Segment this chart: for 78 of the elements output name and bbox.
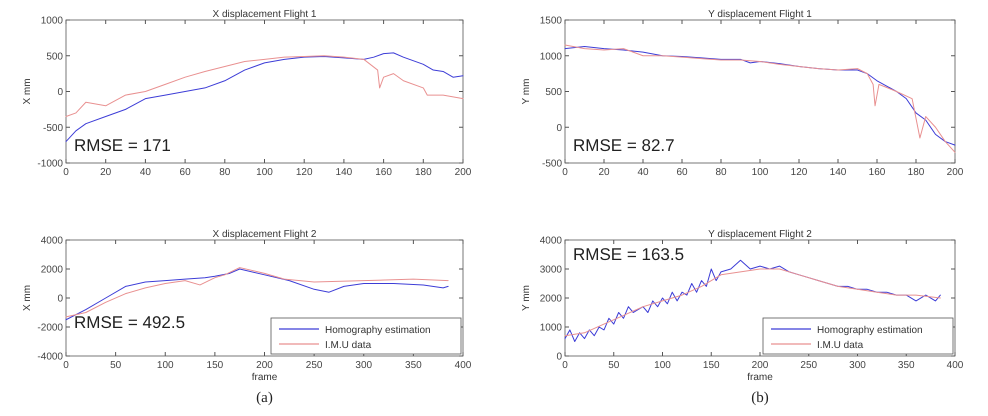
legend-label: Homography estimation	[817, 325, 923, 336]
x-tick-label: 80	[715, 167, 727, 178]
x-tick-label: 40	[140, 167, 152, 178]
x-tick-label: 100	[156, 360, 174, 371]
x-tick-label: 140	[830, 167, 847, 178]
y-tick-label: 2000	[40, 264, 64, 276]
y-tick-label: -2000	[37, 322, 64, 334]
y-tick-label: -500	[42, 122, 64, 134]
x-tick-label: 300	[849, 360, 866, 371]
y-tick-label: 1000	[540, 51, 562, 62]
x-tick-label: 400	[454, 360, 472, 371]
chart-title: X displacement Flight 1	[212, 9, 317, 20]
x-tick-label: 160	[375, 167, 392, 178]
x-tick-label: 100	[256, 167, 274, 178]
x-tick-label: 40	[637, 167, 649, 178]
y-tick-label: 4000	[40, 236, 64, 246]
y-tick-label: 4000	[540, 236, 562, 246]
chart-title: Y displacement Flight 2	[708, 229, 812, 240]
x-tick-label: 60	[676, 167, 688, 178]
x-tick-label: 200	[256, 360, 274, 371]
x-axis-title: frame	[747, 372, 774, 383]
x-tick-label: 200	[946, 167, 964, 178]
y-tick-label: 0	[556, 122, 562, 134]
y-tick-label: 1000	[40, 16, 64, 26]
y-axis-title: X mm	[22, 284, 33, 312]
y-tick-label: 1000	[540, 322, 562, 334]
y-tick-label: -500	[542, 158, 562, 170]
legend-label: Homography estimation	[325, 325, 431, 336]
x-tick-label: 100	[654, 360, 672, 371]
annotation: RMSE = 82.7	[573, 136, 675, 155]
y-tick-label: 500	[46, 51, 64, 62]
legend-label: I.M.U data	[817, 340, 864, 351]
x-tick-label: 140	[336, 167, 353, 178]
x-tick-label: 150	[702, 360, 720, 371]
y-axis-title: Y mm	[521, 285, 532, 311]
y-tick-label: 0	[57, 294, 64, 304]
x-tick-label: 50	[110, 360, 122, 371]
y-tick-label: 0	[57, 87, 64, 98]
x-tick-label: 100	[752, 167, 769, 178]
x-tick-label: 60	[180, 167, 192, 178]
x-tick-label: 200	[454, 167, 472, 178]
x-tick-label: 400	[946, 360, 964, 371]
x-tick-label: 20	[100, 167, 112, 178]
y-tick-label: 3000	[540, 264, 562, 276]
y-axis-title: Y mm	[521, 78, 532, 104]
x-tick-label: 180	[414, 167, 432, 178]
chart-title: X displacement Flight 2	[212, 229, 317, 240]
y-tick-label: 0	[556, 352, 562, 362]
chart-title: Y displacement Flight 1	[708, 9, 812, 20]
legend-label: I.M.U data	[325, 340, 372, 351]
y-tick-label: -4000	[37, 352, 64, 362]
line-series	[564, 268, 941, 336]
x-tick-label: 180	[908, 167, 925, 178]
x-tick-label: 120	[790, 167, 808, 178]
x-tick-label: 120	[296, 167, 313, 178]
annotation: RMSE = 171	[74, 136, 171, 155]
x-tick-label: 160	[868, 167, 886, 178]
x-axis-title: frame	[252, 372, 278, 383]
y-tick-label: 2000	[540, 294, 562, 304]
line-series	[66, 55, 464, 118]
annotation: RMSE = 163.5	[573, 245, 684, 264]
y-axis-title: X mm	[22, 78, 33, 105]
x-tick-label: 250	[306, 360, 323, 371]
y-tick-label: -1000	[37, 158, 64, 170]
x-tick-label: 50	[608, 360, 620, 371]
x-tick-label: 350	[898, 360, 916, 371]
x-tick-label: 80	[219, 167, 231, 178]
annotation: RMSE = 492.5	[74, 313, 186, 332]
x-tick-label: 350	[405, 360, 422, 371]
x-tick-label: 300	[355, 360, 373, 371]
y-tick-label: 1500	[540, 16, 562, 26]
text: (a)	[256, 390, 273, 406]
x-tick-label: 250	[800, 360, 818, 371]
text: (b)	[751, 390, 769, 406]
x-tick-label: 150	[206, 360, 224, 371]
y-tick-label: 500	[545, 87, 562, 98]
x-tick-label: 20	[598, 167, 610, 178]
x-tick-label: 200	[752, 360, 769, 371]
